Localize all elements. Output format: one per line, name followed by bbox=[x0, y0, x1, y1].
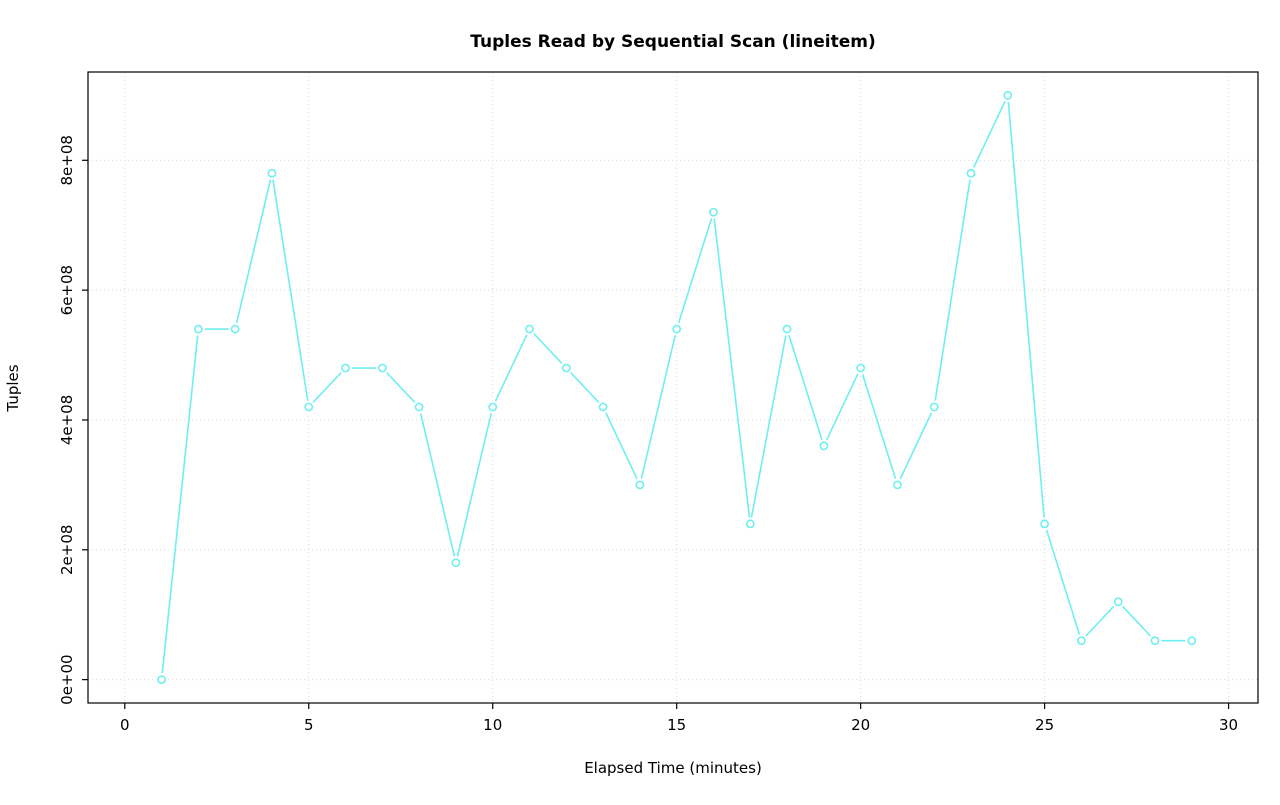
x-tick-label: 30 bbox=[1219, 716, 1238, 734]
data-point-marker bbox=[561, 363, 571, 373]
data-point-halo bbox=[964, 166, 978, 180]
data-point-halo bbox=[523, 322, 537, 336]
data-point-marker bbox=[525, 324, 534, 334]
data-point-marker bbox=[1187, 636, 1197, 646]
data-point-halo bbox=[596, 400, 610, 414]
data-point-marker bbox=[1003, 90, 1013, 100]
data-point-marker bbox=[929, 402, 939, 412]
data-point-marker bbox=[488, 402, 498, 412]
data-point-halo bbox=[1001, 88, 1015, 102]
x-tick-label: 25 bbox=[1035, 716, 1054, 734]
data-series bbox=[155, 88, 1199, 687]
data-point-marker bbox=[304, 402, 314, 412]
data-point-halo bbox=[375, 361, 389, 375]
data-point-marker bbox=[598, 402, 608, 412]
data-point-halo bbox=[191, 322, 205, 336]
axes: 0 5 10 15 20 25 30 0e+00 2e+08 4e+08 6e+08 8e+08 bbox=[58, 135, 1238, 734]
data-point-marker bbox=[451, 558, 461, 568]
data-point-marker bbox=[966, 168, 976, 178]
data-point-marker bbox=[856, 363, 866, 373]
data-point-halo bbox=[1185, 634, 1199, 648]
plot-box bbox=[87, 71, 1259, 704]
data-point-halo bbox=[817, 439, 831, 453]
y-axis-label: Tuples bbox=[4, 364, 22, 412]
data-point-halo bbox=[228, 322, 242, 336]
data-point-marker bbox=[819, 441, 829, 451]
data-point-halo bbox=[412, 400, 426, 414]
data-point-marker bbox=[1040, 519, 1050, 529]
data-point-marker bbox=[377, 363, 387, 373]
x-tick-label: 5 bbox=[304, 716, 314, 734]
x-axis-label: Elapsed Time (minutes) bbox=[584, 759, 762, 777]
data-point-marker bbox=[414, 402, 424, 412]
data-point-marker bbox=[267, 168, 277, 178]
data-point-halo bbox=[670, 322, 684, 336]
chart-title: Tuples Read by Sequential Scan (lineitem… bbox=[470, 32, 875, 52]
y-tick-label: 4e+08 bbox=[58, 395, 76, 445]
data-point-halo bbox=[633, 478, 647, 492]
data-point-marker bbox=[893, 480, 902, 490]
data-point-marker bbox=[193, 324, 203, 334]
data-point-halo bbox=[449, 556, 463, 570]
data-point-halo bbox=[1111, 595, 1125, 609]
data-point-halo bbox=[1074, 634, 1088, 648]
data-point-halo bbox=[890, 478, 904, 492]
data-point-halo bbox=[743, 517, 757, 531]
data-point-halo bbox=[302, 400, 316, 414]
x-tick-label: 10 bbox=[483, 716, 502, 734]
data-point-halo bbox=[559, 361, 573, 375]
data-point-marker bbox=[672, 324, 682, 334]
data-point-marker bbox=[1150, 636, 1160, 646]
data-point-halo bbox=[486, 400, 500, 414]
data-point-marker bbox=[635, 480, 645, 490]
data-line bbox=[160, 94, 1193, 681]
data-point-marker bbox=[709, 207, 718, 217]
data-point-halo bbox=[155, 673, 169, 687]
y-tick-label: 6e+08 bbox=[58, 265, 76, 315]
data-point-halo bbox=[1148, 634, 1162, 648]
data-point-marker bbox=[1076, 636, 1086, 646]
data-point-halo bbox=[265, 166, 279, 180]
data-point-halo bbox=[780, 322, 794, 336]
data-point-marker bbox=[341, 363, 350, 373]
data-point-halo bbox=[927, 400, 941, 414]
x-tick-label: 15 bbox=[667, 716, 686, 734]
gridlines bbox=[88, 72, 1258, 703]
data-point-marker bbox=[782, 324, 792, 334]
x-tick-label: 0 bbox=[120, 716, 130, 734]
plot-box-group bbox=[87, 71, 1259, 704]
data-point-marker bbox=[745, 519, 755, 529]
y-tick-label: 2e+08 bbox=[58, 525, 76, 575]
data-point-halo bbox=[339, 361, 353, 375]
data-point-marker bbox=[230, 324, 240, 334]
y-tick-label: 0e+00 bbox=[58, 654, 76, 704]
data-point-halo bbox=[854, 361, 868, 375]
data-point-marker bbox=[1113, 597, 1123, 607]
y-tick-label: 8e+08 bbox=[58, 135, 76, 185]
data-point-marker bbox=[157, 675, 166, 685]
x-tick-label: 20 bbox=[851, 716, 870, 734]
data-point-halo bbox=[706, 205, 720, 219]
data-point-halo bbox=[1038, 517, 1052, 531]
